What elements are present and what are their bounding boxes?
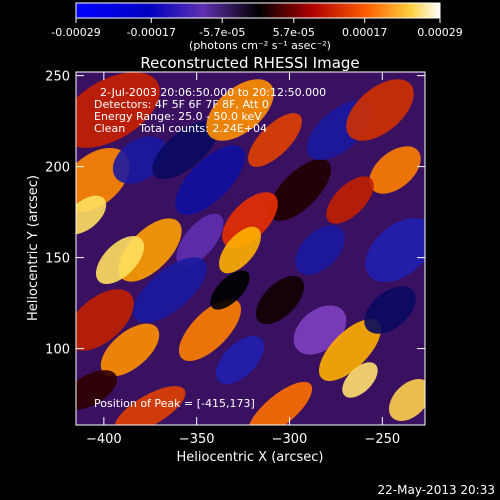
colorbar [75, 2, 441, 19]
colorbar-tick-label: 0.00029 [417, 26, 463, 39]
plot-frame [75, 71, 426, 426]
y-tick-label: 100 [45, 343, 70, 358]
x-tick-label: −400 [86, 432, 122, 447]
clean-counts-text: Clean Total counts: 2.24E+04 [94, 122, 267, 135]
x-tick-label: −250 [364, 432, 400, 447]
peak-position-text: Position of Peak = [-415,173] [94, 397, 255, 410]
colorbar-tick-label: 5.7e-05 [273, 26, 315, 39]
time-range-text: 2-Jul-2003 20:06:50.000 to 20:12:50.000 [100, 86, 326, 99]
detectors-text: Detectors: 4F 5F 6F 7F 8F, Att 0 [94, 98, 269, 111]
x-axis-label: Heliocentric X (arcsec) [177, 450, 324, 465]
colorbar-tick-label: -0.00029 [51, 26, 100, 39]
colorbar-tick-label: -5.7e-05 [199, 26, 245, 39]
y-tick-label: 150 [45, 252, 70, 267]
axis-ticks [76, 72, 425, 425]
footer-timestamp: 22-May-2013 20:33 [378, 483, 495, 497]
colorbar-tick-labels: -0.00029 -0.00017 -5.7e-05 5.7e-05 0.00017 0.… [51, 26, 462, 39]
y-tick-label: 250 [45, 70, 70, 85]
colorbar-tick-label: -0.00017 [127, 26, 176, 39]
reconstructed-image [76, 72, 425, 425]
colorbar-unit-label: (photons cm⁻² s⁻¹ asec⁻²) [189, 39, 331, 52]
x-tick-label: −350 [179, 432, 215, 447]
x-tick-labels: −400 −350 −300 −250 [86, 432, 400, 447]
colorbar-ticks [75, 18, 441, 23]
y-tick-labels: 100 150 200 250 [45, 70, 70, 358]
x-tick-label: −300 [272, 432, 308, 447]
y-tick-label: 200 [45, 161, 70, 176]
energy-range-text: Energy Range: 25.0 - 50.0 keV [94, 110, 262, 123]
colorbar-tick-label: 0.00017 [342, 26, 388, 39]
plot-title: Reconstructed RHESSI Image [140, 54, 359, 72]
y-axis-label: Heliocentric Y (arcsec) [26, 175, 41, 321]
